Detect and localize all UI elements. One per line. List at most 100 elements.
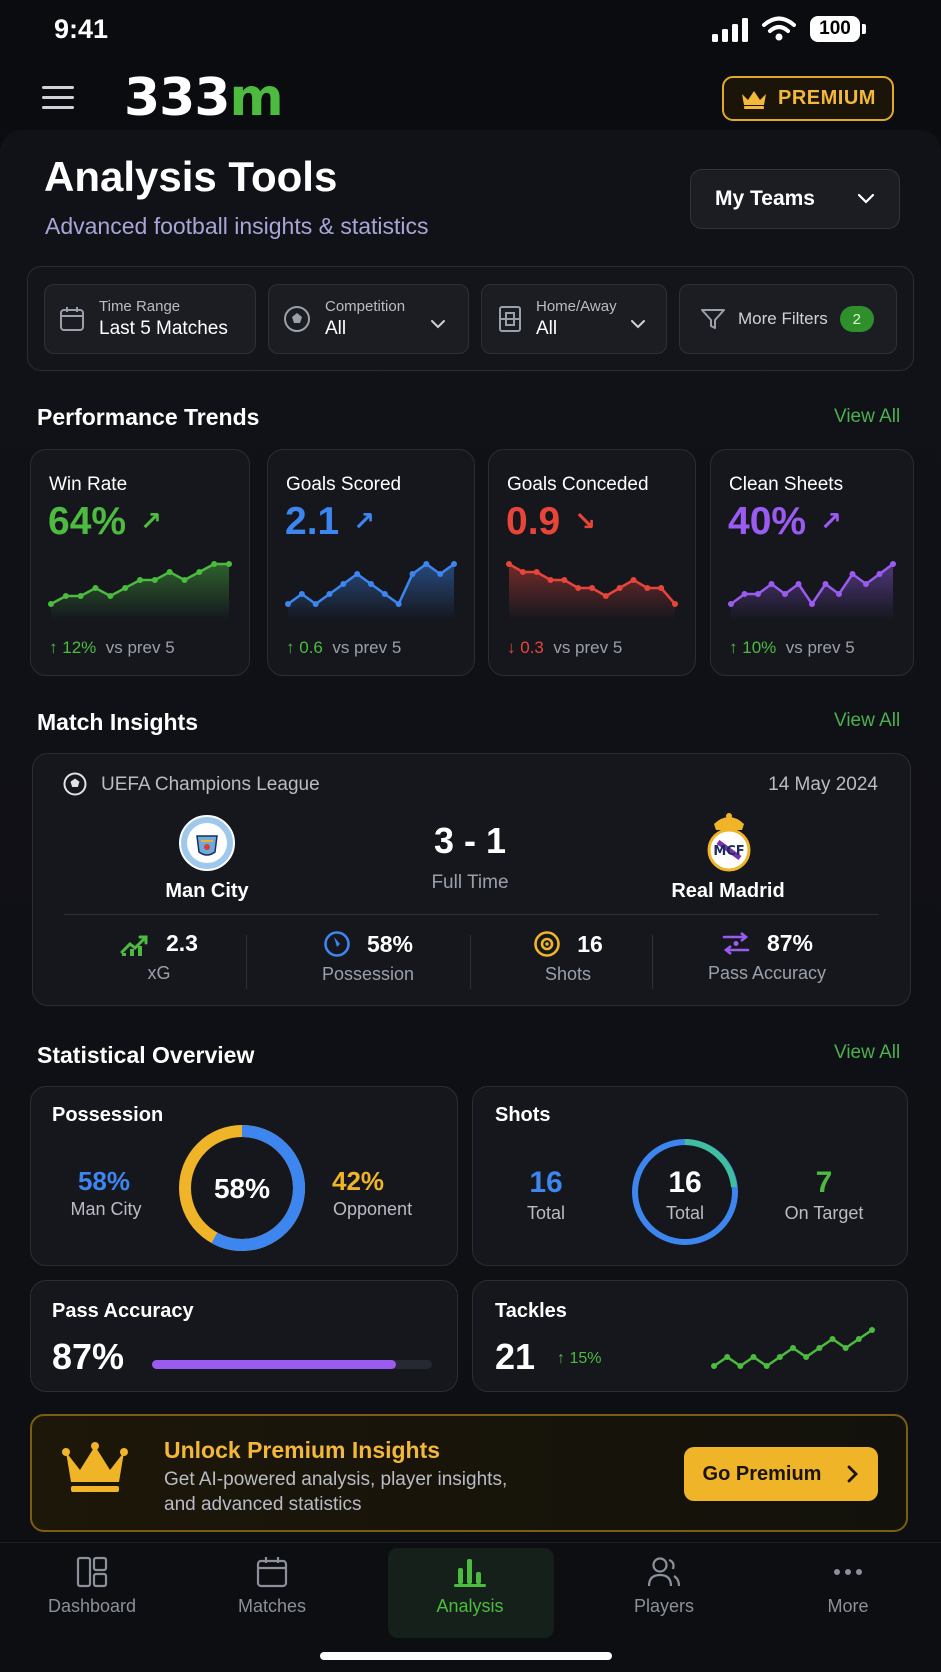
home-indicator bbox=[320, 1652, 612, 1660]
signal-icon bbox=[712, 18, 750, 42]
sparkline-point bbox=[755, 591, 761, 597]
nav-more[interactable]: More bbox=[786, 1556, 910, 1617]
go-premium-button[interactable]: Go Premium bbox=[684, 1447, 878, 1501]
shots-total-value: 16 bbox=[529, 1166, 563, 1199]
sparkline-point bbox=[211, 561, 218, 567]
sparkline-point bbox=[795, 581, 802, 587]
trend-footer: ↑ 0.6 vs prev 5 bbox=[286, 638, 401, 658]
trend-label: Win Rate bbox=[49, 474, 128, 495]
sparkline-point bbox=[741, 591, 748, 597]
sparkline-point bbox=[381, 591, 388, 597]
shots-total-label: Total bbox=[526, 1203, 566, 1223]
trend-value-text: 40% bbox=[728, 500, 807, 543]
insights-view-all[interactable]: View All bbox=[834, 710, 901, 731]
trend-card[interactable]: Goals Conceded 0.9 ↘ ↓ 0.3 vs prev 5 bbox=[488, 449, 696, 676]
possession-card[interactable] bbox=[30, 1086, 458, 1266]
sparkline-point bbox=[776, 1354, 783, 1360]
shots-target-label: On Target bbox=[784, 1203, 864, 1223]
divider bbox=[64, 914, 879, 915]
trend-compare: vs prev 5 bbox=[105, 638, 175, 657]
pass-accuracy-card[interactable] bbox=[30, 1280, 458, 1392]
real-madrid-crest-icon: MCF bbox=[706, 810, 752, 874]
trend-change-value: 0.6 bbox=[299, 638, 323, 657]
trend-card[interactable]: Goals Scored 2.1 ↗ ↑ 0.6 vs prev 5 bbox=[267, 449, 475, 676]
sparkline-point bbox=[437, 571, 444, 577]
sparkline-point bbox=[340, 581, 347, 587]
calendar-icon bbox=[256, 1557, 288, 1588]
insight-stat-value: 58% bbox=[366, 930, 414, 957]
sparkline-area bbox=[288, 564, 454, 620]
nav-label: More bbox=[827, 1596, 869, 1616]
home-away-filter[interactable]: Home/Away All bbox=[481, 284, 667, 354]
menu-icon[interactable] bbox=[42, 84, 76, 112]
crown-icon bbox=[742, 90, 767, 109]
shots-ring-label: Total bbox=[665, 1203, 705, 1223]
sparkline-point bbox=[354, 571, 361, 577]
sparkline-point bbox=[869, 1327, 875, 1333]
filter-value: Last 5 Matches bbox=[99, 318, 228, 339]
time-range-filter[interactable]: Time Range Last 5 Matches bbox=[44, 284, 256, 354]
match-status: Full Time bbox=[431, 872, 509, 893]
team-selector[interactable]: My Teams bbox=[690, 169, 900, 229]
pass-accuracy-value: 87% bbox=[52, 1336, 125, 1377]
sparkline-point bbox=[616, 585, 623, 591]
nav-label: Players bbox=[633, 1596, 695, 1616]
trend-footer: ↑ 10% vs prev 5 bbox=[729, 638, 855, 658]
nav-label: Matches bbox=[237, 1596, 307, 1616]
team-selector-label: My Teams bbox=[715, 187, 815, 210]
sparkline-point bbox=[630, 577, 637, 583]
insight-stat: 2.3 xG bbox=[96, 930, 222, 984]
tackles-card[interactable] bbox=[472, 1280, 908, 1392]
insights-title: Match Insights bbox=[37, 709, 199, 735]
nav-analysis[interactable]: Analysis bbox=[408, 1556, 532, 1617]
sparkline-point bbox=[849, 571, 856, 577]
competition-filter[interactable]: Competition All bbox=[268, 284, 469, 354]
sparkline-point bbox=[409, 571, 416, 577]
away-possession-value: 42% bbox=[332, 1166, 385, 1196]
performance-view-all[interactable]: View All bbox=[834, 406, 901, 427]
battery-icon: 100 bbox=[810, 16, 860, 42]
football-icon bbox=[63, 772, 87, 796]
app-logo: 333m bbox=[124, 68, 284, 128]
overview-title: Statistical Overview bbox=[37, 1042, 255, 1068]
filter-label: Home/Away bbox=[536, 298, 617, 315]
tackles-value: 21 bbox=[495, 1336, 536, 1377]
sparkline-point bbox=[285, 601, 291, 607]
page-subtitle: Advanced football insights & statistics bbox=[45, 213, 429, 239]
trend-arrow-icon: ↘ bbox=[574, 506, 597, 536]
pass-accuracy-track bbox=[152, 1360, 432, 1369]
shots-ring bbox=[630, 1137, 740, 1247]
filter-count-badge: 2 bbox=[839, 306, 874, 332]
sparkline-point bbox=[809, 601, 815, 607]
trend-change: ↓ 0.3 bbox=[507, 638, 544, 657]
shots-card[interactable] bbox=[472, 1086, 908, 1266]
tackles-sparkline bbox=[708, 1322, 878, 1372]
premium-label: PREMIUM bbox=[778, 87, 876, 109]
nav-dashboard[interactable]: Dashboard bbox=[30, 1556, 154, 1617]
sparkline-point bbox=[842, 1345, 849, 1351]
insight-stat-label: xG bbox=[147, 963, 171, 983]
insight-stat: 87% Pass Accuracy bbox=[692, 930, 842, 984]
trend-card[interactable]: Clean Sheets 40% ↗ ↑ 10% vs prev 5 bbox=[710, 449, 914, 676]
pass-accuracy-label: Pass Accuracy bbox=[52, 1300, 194, 1322]
pass-icon bbox=[721, 931, 751, 957]
sparkline-point bbox=[196, 569, 203, 575]
trend-card[interactable]: Win Rate 64% ↗ ↑ 12% vs prev 5 bbox=[30, 449, 250, 676]
filter-value: All bbox=[536, 318, 558, 339]
logo-main: 333 bbox=[124, 68, 231, 128]
nav-players[interactable]: Players bbox=[602, 1556, 726, 1617]
bar-chart-icon bbox=[454, 1559, 486, 1587]
sparkline-point bbox=[602, 593, 609, 599]
nav-matches[interactable]: Matches bbox=[210, 1556, 334, 1617]
sparkline-point bbox=[151, 577, 158, 583]
match-insight-card[interactable] bbox=[32, 753, 911, 1006]
sparkline-point bbox=[226, 561, 232, 567]
trend-sparkline bbox=[503, 550, 681, 620]
sparkline-point bbox=[312, 601, 319, 607]
match-score: 3 - 1 bbox=[433, 820, 507, 861]
away-team-name: Real Madrid bbox=[671, 880, 785, 902]
wifi-icon bbox=[762, 16, 796, 42]
more-filters-button[interactable]: More Filters 2 bbox=[679, 284, 897, 354]
premium-button[interactable]: PREMIUM bbox=[722, 76, 894, 121]
overview-view-all[interactable]: View All bbox=[834, 1042, 901, 1063]
